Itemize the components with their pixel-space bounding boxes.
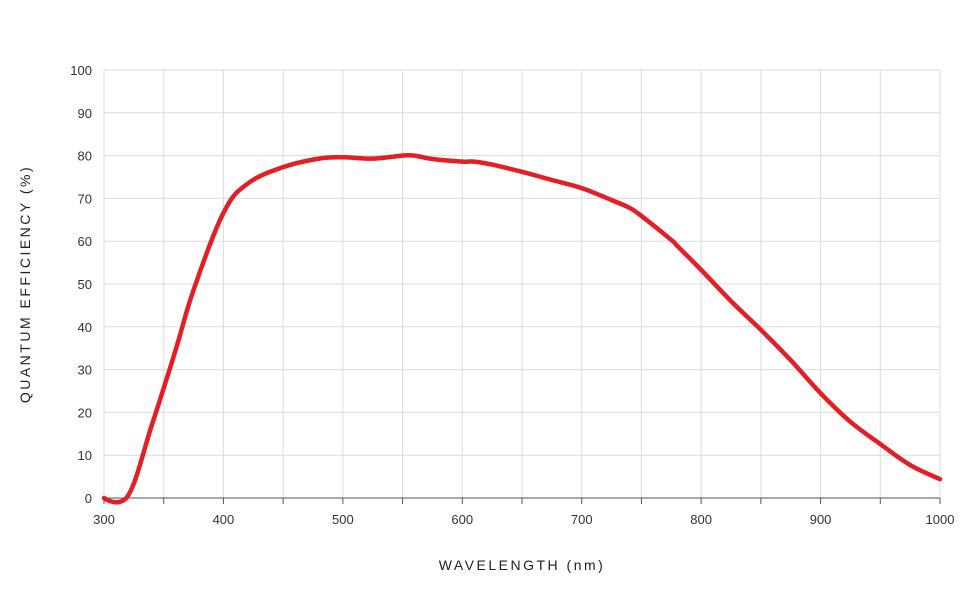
grid (103, 69, 941, 504)
y-tick-label: 30 (78, 363, 92, 378)
y-axis-label: QUANTUM EFFICIENCY (%) (17, 165, 33, 403)
y-tick-label: 20 (78, 405, 92, 420)
y-tick-label: 100 (70, 63, 92, 78)
series-layer (101, 152, 943, 505)
x-tick-label: 500 (332, 512, 354, 527)
x-tick-label: 600 (451, 512, 473, 527)
x-tick-label: 800 (690, 512, 712, 527)
tick-labels: 0 10 20 30 40 50 60 70 80 90 100 300 400 500 600 700 800… (70, 63, 954, 527)
x-axis-label: WAVELENGTH (nm) (439, 557, 606, 573)
x-tick-label: 700 (571, 512, 593, 527)
y-tick-label: 60 (78, 234, 92, 249)
x-tick-label: 400 (213, 512, 235, 527)
x-tick-label: 1000 (926, 512, 955, 527)
qe-curve (101, 152, 943, 505)
y-tick-label: 80 (78, 149, 92, 164)
x-tick-label: 300 (93, 512, 115, 527)
y-tick-label: 50 (78, 277, 92, 292)
y-tick-label: 40 (78, 320, 92, 335)
y-tick-label: 0 (85, 491, 92, 506)
y-tick-label: 90 (78, 106, 92, 121)
x-tick-label: 900 (810, 512, 832, 527)
y-tick-label: 70 (78, 191, 92, 206)
y-tick-label: 10 (78, 448, 92, 463)
